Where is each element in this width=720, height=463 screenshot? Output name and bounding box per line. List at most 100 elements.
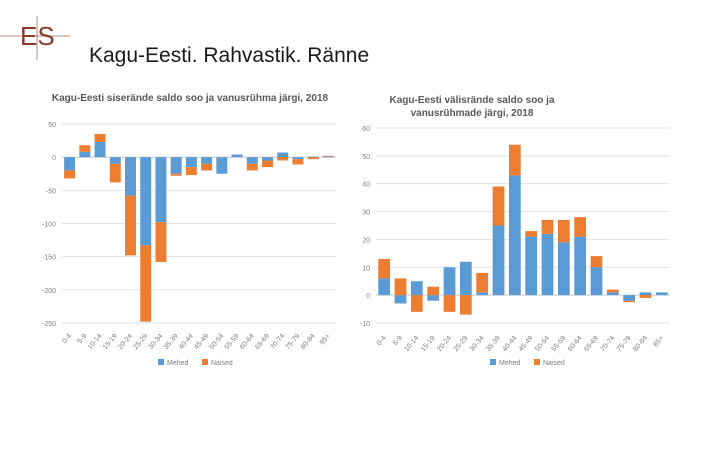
logo-mark: ES bbox=[0, 16, 70, 60]
bar-mehed-15-19 bbox=[427, 295, 440, 301]
bar-naised-75-79 bbox=[292, 159, 304, 165]
chart-title-line: Kagu-Eesti välisrände saldo soo ja bbox=[389, 95, 554, 106]
legend-label: Mehed bbox=[499, 360, 521, 367]
bar-mehed-50-54 bbox=[216, 157, 228, 174]
x-tick-label: 45-49 bbox=[193, 333, 210, 351]
y-tick-label: -200 bbox=[42, 288, 56, 295]
legend-label: Naised bbox=[543, 360, 565, 367]
bar-mehed-0-4 bbox=[378, 278, 391, 296]
x-tick-label: 25-29 bbox=[132, 333, 149, 351]
bar-naised-40-44 bbox=[508, 144, 521, 176]
bar-mehed-55-59 bbox=[557, 242, 570, 296]
bar-naised-20-24 bbox=[125, 195, 136, 256]
y-tick-label: 50 bbox=[362, 154, 370, 161]
x-tick-label: 35-39 bbox=[163, 333, 180, 351]
x-tick-label: 0-4 bbox=[61, 333, 73, 345]
x-tick-label: 15-19 bbox=[102, 333, 119, 351]
bar-mehed-75-79 bbox=[292, 157, 304, 160]
x-tick-label: 70-74 bbox=[269, 333, 286, 351]
x-tick-label: 5-9 bbox=[392, 335, 404, 347]
x-tick-label: 75-79 bbox=[285, 333, 302, 351]
bar-mehed-35-39 bbox=[492, 225, 505, 296]
y-tick-label: 60 bbox=[362, 126, 370, 133]
chart-title-line: Kagu-Eesti siserände saldo soo ja vanusr… bbox=[52, 93, 329, 104]
legend-swatch-mehed bbox=[490, 359, 496, 365]
bar-mehed-75-79 bbox=[623, 295, 636, 301]
bar-naised-10-14 bbox=[410, 295, 423, 312]
bar-mehed-40-44 bbox=[508, 175, 521, 296]
y-tick-label: 10 bbox=[362, 265, 370, 272]
bar-mehed-30-34 bbox=[476, 292, 489, 296]
bar-naised-0-4 bbox=[64, 170, 76, 179]
slide-title: Kagu-Eesti. Rahvastik. Ränne bbox=[89, 44, 370, 67]
bar-naised-70-74 bbox=[277, 157, 289, 161]
bar-mehed-65-69 bbox=[262, 157, 273, 161]
bar-naised-35-39 bbox=[170, 173, 182, 176]
x-tick-label: 25-29 bbox=[452, 335, 469, 353]
bar-mehed-40-44 bbox=[185, 157, 197, 168]
bar-naised-65-69 bbox=[590, 256, 603, 268]
bar-mehed-15-19 bbox=[109, 157, 121, 164]
bar-naised-25-29 bbox=[459, 295, 472, 315]
bar-naised-0-4 bbox=[378, 258, 391, 279]
bar-naised-85+ bbox=[322, 155, 334, 157]
x-tick-label: 45-49 bbox=[518, 335, 535, 353]
bar-naised-5-9 bbox=[394, 278, 407, 296]
x-tick-label: 30-34 bbox=[148, 333, 165, 351]
bar-naised-15-19 bbox=[109, 163, 121, 183]
x-tick-label: 60-64 bbox=[239, 333, 256, 351]
x-tick-label: 30-34 bbox=[469, 335, 486, 353]
bar-naised-20-24 bbox=[443, 295, 456, 312]
bar-naised-75-79 bbox=[623, 300, 636, 303]
legend-swatch-naised bbox=[202, 359, 208, 365]
x-tick-label: 50-54 bbox=[208, 333, 225, 351]
bar-mehed-65-69 bbox=[590, 267, 603, 296]
bar-mehed-30-34 bbox=[155, 157, 167, 223]
x-tick-label: 65-69 bbox=[583, 335, 600, 353]
bar-mehed-80-84 bbox=[307, 156, 319, 158]
y-tick-label: 0 bbox=[366, 293, 370, 300]
x-tick-label: 65-69 bbox=[254, 333, 271, 351]
x-tick-label: 50-54 bbox=[534, 335, 551, 353]
bar-naised-70-74 bbox=[606, 289, 619, 293]
x-tick-label: 10-14 bbox=[403, 335, 420, 353]
bar-naised-40-44 bbox=[185, 167, 197, 176]
bar-mehed-10-14 bbox=[94, 141, 106, 158]
bar-naised-25-29 bbox=[140, 245, 152, 322]
x-tick-label: 85+ bbox=[319, 333, 332, 347]
x-tick-label: 55-59 bbox=[550, 335, 567, 353]
bar-mehed-10-14 bbox=[410, 281, 423, 296]
y-tick-label: -150 bbox=[42, 255, 56, 262]
bar-mehed-70-74 bbox=[277, 152, 289, 158]
bar-naised-5-9 bbox=[79, 145, 91, 152]
bar-naised-50-54 bbox=[541, 219, 554, 234]
bar-naised-80-84 bbox=[639, 295, 652, 298]
bar-naised-45-49 bbox=[525, 231, 538, 237]
bar-mehed-85+ bbox=[655, 292, 668, 296]
bar-naised-65-69 bbox=[262, 160, 273, 168]
bar-mehed-45-49 bbox=[525, 236, 538, 296]
x-tick-label: 15-19 bbox=[420, 335, 437, 353]
x-tick-label: 20-24 bbox=[436, 335, 453, 353]
bar-naised-55-59 bbox=[557, 219, 570, 243]
bar-mehed-35-39 bbox=[170, 157, 182, 174]
bar-mehed-20-24 bbox=[443, 267, 456, 296]
bar-naised-80-84 bbox=[307, 157, 319, 160]
x-tick-label: 60-64 bbox=[567, 335, 584, 353]
x-tick-label: 55-59 bbox=[224, 333, 241, 351]
y-tick-label: 50 bbox=[48, 122, 56, 129]
x-tick-label: 5-9 bbox=[76, 333, 88, 345]
bar-mehed-50-54 bbox=[541, 233, 554, 296]
x-tick-label: 80-84 bbox=[632, 335, 649, 353]
bar-mehed-60-64 bbox=[574, 236, 587, 296]
bar-mehed-20-24 bbox=[125, 157, 136, 196]
bar-naised-10-14 bbox=[94, 133, 106, 142]
internal-migration-chart: Kagu-Eesti siserände saldo soo ja vanusr… bbox=[42, 93, 336, 367]
bar-naised-30-34 bbox=[476, 272, 489, 293]
logo: ES bbox=[0, 16, 70, 60]
legend-label: Mehed bbox=[167, 360, 189, 367]
bar-mehed-25-29 bbox=[459, 261, 472, 296]
y-tick-label: 0 bbox=[52, 155, 56, 162]
logo-text: ES bbox=[20, 21, 55, 51]
bar-mehed-55-59 bbox=[231, 154, 243, 158]
